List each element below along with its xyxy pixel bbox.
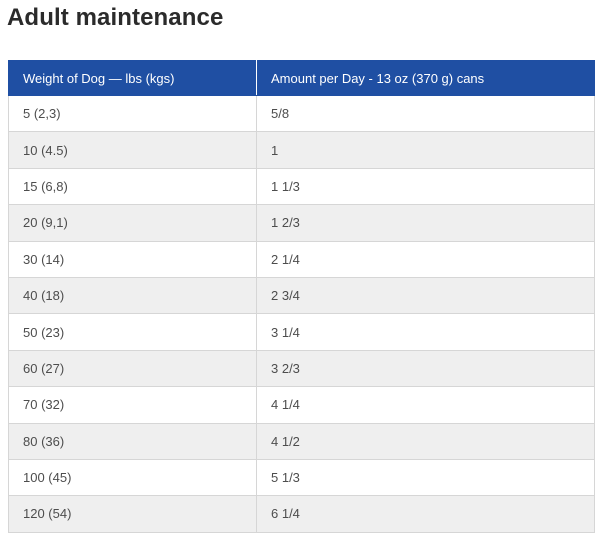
header-amount: Amount per Day - 13 oz (370 g) cans: [256, 60, 595, 96]
weight-cell: 100 (45): [8, 458, 257, 497]
table-body: 5 (2,3) 5/8 10 (4.5) 1 15 (6,8) 1 1/3 20…: [8, 94, 595, 533]
amount-cell: 1 2/3: [256, 204, 595, 242]
header-weight: Weight of Dog — lbs (kgs): [8, 60, 257, 96]
table-header: Weight of Dog — lbs (kgs) Amount per Day…: [8, 60, 595, 96]
amount-cell: 1: [256, 131, 595, 169]
table-row: 5 (2,3) 5/8: [8, 94, 595, 133]
weight-cell: 120 (54): [8, 495, 257, 533]
weight-cell: 20 (9,1): [8, 204, 257, 242]
table-row: 70 (32) 4 1/4: [8, 386, 595, 424]
amount-cell: 2 3/4: [256, 276, 595, 315]
table-row: 15 (6,8) 1 1/3: [8, 167, 595, 206]
feeding-table: Weight of Dog — lbs (kgs) Amount per Day…: [8, 60, 595, 533]
weight-cell: 30 (14): [8, 240, 257, 278]
amount-cell: 5/8: [256, 94, 595, 133]
table-row: 80 (36) 4 1/2: [8, 422, 595, 460]
amount-cell: 4 1/4: [256, 386, 595, 424]
weight-cell: 50 (23): [8, 313, 257, 351]
table-row: 20 (9,1) 1 2/3: [8, 204, 595, 242]
weight-cell: 80 (36): [8, 422, 257, 460]
amount-cell: 3 2/3: [256, 349, 595, 388]
weight-cell: 40 (18): [8, 276, 257, 315]
amount-cell: 3 1/4: [256, 313, 595, 351]
table-row: 30 (14) 2 1/4: [8, 240, 595, 278]
amount-cell: 5 1/3: [256, 458, 595, 497]
table-row: 120 (54) 6 1/4: [8, 495, 595, 533]
weight-cell: 5 (2,3): [8, 94, 257, 133]
table-row: 40 (18) 2 3/4: [8, 276, 595, 315]
weight-cell: 10 (4.5): [8, 131, 257, 169]
weight-cell: 60 (27): [8, 349, 257, 388]
weight-cell: 15 (6,8): [8, 167, 257, 206]
amount-cell: 4 1/2: [256, 422, 595, 460]
table-row: 60 (27) 3 2/3: [8, 349, 595, 388]
page-title: Adult maintenance: [7, 4, 224, 31]
table-row: 100 (45) 5 1/3: [8, 458, 595, 497]
table-row: 50 (23) 3 1/4: [8, 313, 595, 351]
table-row: 10 (4.5) 1: [8, 131, 595, 169]
amount-cell: 1 1/3: [256, 167, 595, 206]
weight-cell: 70 (32): [8, 386, 257, 424]
table-header-row: Weight of Dog — lbs (kgs) Amount per Day…: [8, 60, 595, 96]
amount-cell: 2 1/4: [256, 240, 595, 278]
amount-cell: 6 1/4: [256, 495, 595, 533]
